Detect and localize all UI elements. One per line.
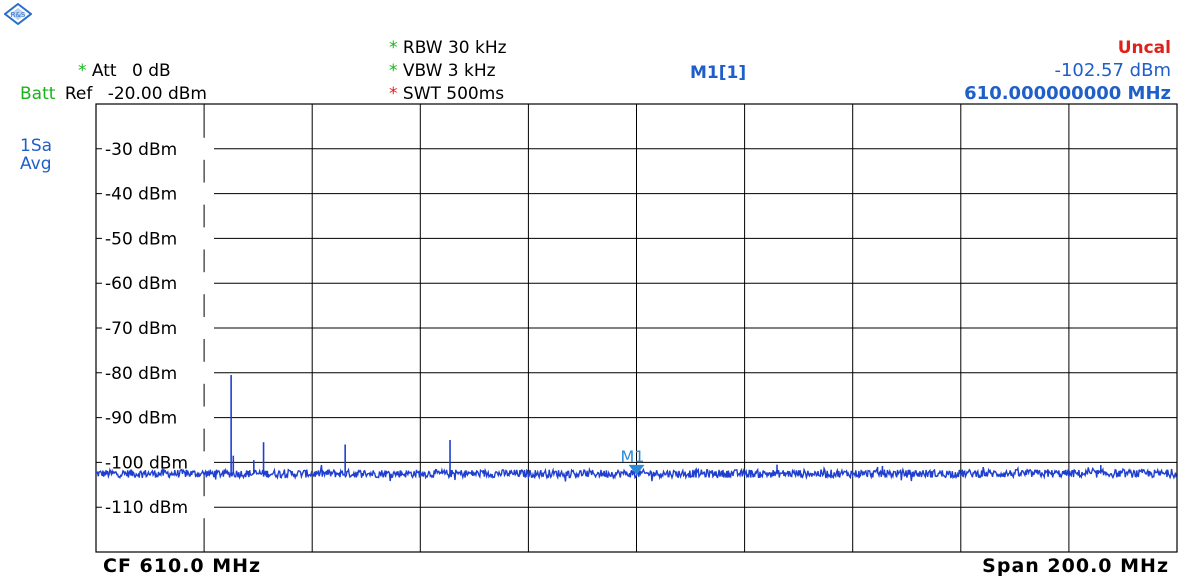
y-tick-label: -80 dBm: [105, 364, 177, 384]
uncal-flag: Uncal: [1117, 38, 1171, 58]
y-tick-label: -110 dBm: [105, 498, 188, 518]
vbw-asterisk: *: [389, 61, 398, 81]
y-tick-bg: [102, 496, 214, 519]
y-tick-label: -100 dBm: [105, 453, 188, 473]
marker-name: M1: [621, 447, 645, 466]
att-label: Att: [91, 61, 117, 81]
marker-triangle: [628, 464, 645, 475]
rbw-setting: * RBW 30 kHz: [389, 38, 507, 58]
y-tick-bg: [102, 227, 214, 250]
ref-value: -20.00 dBm: [107, 84, 207, 104]
y-tick-bg: [102, 272, 214, 295]
att-value: 0 dB: [131, 61, 171, 81]
y-tick-label: -30 dBm: [105, 140, 177, 160]
y-tick-bg: [102, 182, 214, 205]
y-tick-label: -60 dBm: [105, 274, 177, 294]
att-setting: * Att 0 dB: [78, 61, 171, 81]
rbw-value: RBW 30 kHz: [402, 38, 507, 58]
att-asterisk: *: [78, 61, 87, 81]
marker-frequency: 610.000000000 MHz: [964, 83, 1171, 104]
marker-m1: M1: [621, 447, 645, 475]
swt-value: SWT 500ms: [402, 84, 505, 104]
trace-mode-sample: 1Sa: [20, 136, 53, 156]
span: Span 200.0 MHz: [982, 555, 1169, 577]
y-tick-label: -90 dBm: [105, 409, 177, 429]
y-tick-bg: [102, 451, 214, 474]
y-tick-bg: [102, 361, 214, 384]
spur-lines: [230, 375, 1102, 474]
y-tick-label: -70 dBm: [105, 319, 177, 339]
y-tick-label: -50 dBm: [105, 229, 177, 249]
marker-level: -102.57 dBm: [1054, 60, 1171, 81]
swt-asterisk: *: [389, 84, 398, 104]
y-tick-bg: [102, 317, 214, 339]
batt-label: Batt: [20, 84, 56, 104]
rohde-schwarz-logo: R&S: [4, 3, 32, 25]
vbw-value: VBW 3 kHz: [402, 61, 496, 81]
ref-label: Ref: [64, 84, 93, 104]
swt-setting: * SWT 500ms: [389, 84, 504, 104]
center-frequency: CF 610.0 MHz: [103, 555, 262, 577]
y-tick-bg: [102, 406, 214, 429]
spectrum-trace: [95, 464, 1178, 482]
y-tick-label: -40 dBm: [105, 185, 177, 205]
ref-setting: Batt Ref -20.00 dBm: [20, 84, 207, 104]
y-tick-labels: -30 dBm -40 dBm -50 dBm -60 dBm -70 dBm -80 d…: [102, 137, 214, 519]
y-tick-bg: [102, 137, 214, 160]
rbw-asterisk: *: [389, 38, 398, 58]
svg-text:R&S: R&S: [11, 11, 26, 19]
vbw-setting: * VBW 3 kHz: [389, 61, 496, 81]
trace-mode-average: Avg: [20, 154, 52, 174]
plot-grid: [95, 103, 1178, 553]
marker-label: M1[1]: [690, 63, 747, 83]
